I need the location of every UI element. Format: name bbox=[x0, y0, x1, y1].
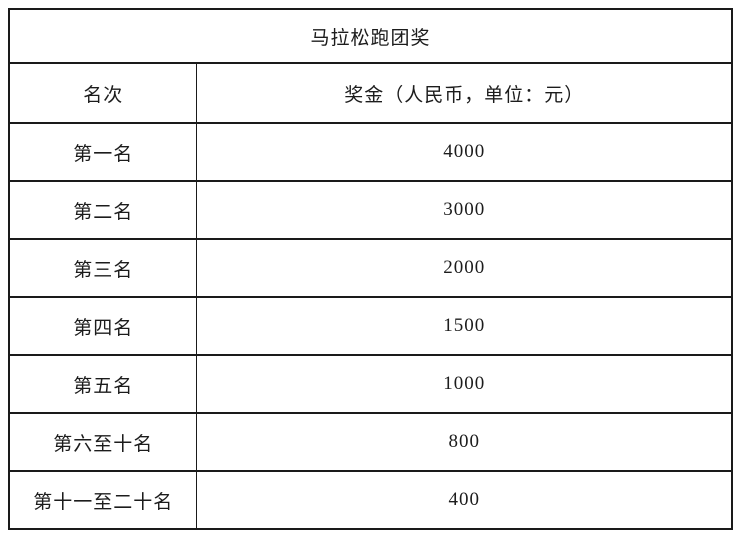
rank-cell: 第一名 bbox=[8, 122, 198, 182]
table-row: 第一名 4000 bbox=[8, 122, 733, 182]
table-title-row: 马拉松跑团奖 bbox=[8, 8, 733, 64]
table-row: 第五名 1000 bbox=[8, 354, 733, 414]
table-row: 第十一至二十名 400 bbox=[8, 470, 733, 530]
prize-cell: 4000 bbox=[196, 122, 733, 182]
rank-cell: 第四名 bbox=[8, 296, 198, 356]
column-header-prize: 奖金（人民币，单位：元） bbox=[196, 62, 733, 124]
table-title: 马拉松跑团奖 bbox=[8, 8, 733, 64]
prize-table-container: 马拉松跑团奖 名次 奖金（人民币，单位：元） 第一名 4000 第二名 3000… bbox=[8, 8, 733, 530]
prize-cell: 3000 bbox=[196, 180, 733, 240]
table-row: 第四名 1500 bbox=[8, 296, 733, 356]
prize-cell: 800 bbox=[196, 412, 733, 472]
rank-cell: 第二名 bbox=[8, 180, 198, 240]
rank-cell: 第三名 bbox=[8, 238, 198, 298]
table-row: 第二名 3000 bbox=[8, 180, 733, 240]
column-header-rank: 名次 bbox=[8, 62, 198, 124]
rank-cell: 第六至十名 bbox=[8, 412, 198, 472]
prize-cell: 1000 bbox=[196, 354, 733, 414]
table-row: 第三名 2000 bbox=[8, 238, 733, 298]
prize-cell: 2000 bbox=[196, 238, 733, 298]
rank-cell: 第十一至二十名 bbox=[8, 470, 198, 530]
rank-cell: 第五名 bbox=[8, 354, 198, 414]
prize-cell: 1500 bbox=[196, 296, 733, 356]
table-row: 第六至十名 800 bbox=[8, 412, 733, 472]
prize-cell: 400 bbox=[196, 470, 733, 530]
prize-table: 马拉松跑团奖 名次 奖金（人民币，单位：元） 第一名 4000 第二名 3000… bbox=[8, 8, 733, 530]
table-header-row: 名次 奖金（人民币，单位：元） bbox=[8, 62, 733, 124]
